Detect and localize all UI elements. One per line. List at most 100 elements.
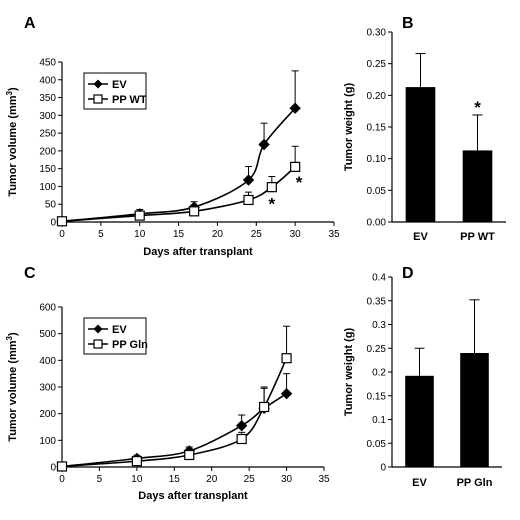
legend-label: EV: [112, 324, 127, 336]
y-tick-label: 0.1: [372, 415, 386, 426]
x-tick-label: 10: [131, 474, 143, 485]
y-tick-label: 250: [39, 129, 56, 140]
legend-marker-square: [93, 94, 103, 104]
panel-d: D 0 0.05 0.1 0.15 0.2 0.25 0.3 0.35 0.4 Tumor weig…: [343, 265, 502, 489]
y-tick-label: 50: [45, 200, 57, 211]
data-point-square: [281, 353, 292, 364]
x-tick-label: 15: [169, 474, 181, 485]
y-axis-label-end: ): [7, 87, 19, 91]
y-tick-label: 300: [39, 111, 56, 122]
y-tick-label: 0.30: [367, 28, 387, 39]
y-tick-label: 0.00: [367, 218, 387, 229]
significance-star: *: [269, 195, 276, 214]
y-tick-label: 0.10: [367, 154, 387, 165]
y-tick-label: 0.15: [367, 123, 387, 134]
y-tick-label: 0.25: [367, 59, 387, 70]
y-tick-label: 0.15: [367, 391, 387, 402]
y-tick-label: 0.05: [367, 439, 387, 450]
data-point-square: [266, 182, 277, 193]
y-axis-label: Tumor weight (g): [343, 327, 355, 416]
data-point-square: [134, 210, 145, 221]
category-label: PP WT: [460, 231, 495, 243]
y-tick-label: 450: [39, 58, 56, 69]
y-tick-label: 0.2: [372, 368, 386, 379]
y-axis-label-sup: 3: [5, 90, 14, 95]
data-point-square: [236, 433, 247, 445]
y-axis-label-text: Tumor volume (mm: [7, 95, 19, 196]
y-tick-label: 0: [50, 218, 56, 229]
series-line-pp-wt: [61, 166, 296, 223]
y-tick-label: 400: [39, 356, 56, 367]
panel-c: C 0 100 200 300 400 500 600 Tumor volume (mm3) 0 5…: [5, 265, 330, 502]
x-tick-label: 30: [290, 229, 302, 240]
legend-marker-diamond: [93, 79, 103, 89]
y-tick-label: 400: [39, 75, 56, 86]
panel-label: D: [402, 265, 414, 282]
y-axis-label: Tumor volume (mm3): [5, 87, 19, 197]
series-line-ev: [61, 107, 296, 223]
y-tick-label: 0.25: [367, 344, 387, 355]
bar-pp-gln: [460, 353, 489, 467]
category-label: PP Gln: [457, 477, 493, 489]
data-point-square: [189, 206, 200, 217]
data-point-square: [56, 216, 68, 227]
y-tick-label: 0: [50, 463, 56, 474]
x-tick-label: 20: [212, 229, 224, 240]
y-tick-label: 300: [39, 383, 56, 394]
data-point-diamond: [235, 419, 248, 432]
legend-label: PP WT: [112, 94, 147, 106]
x-tick-label: 5: [97, 474, 103, 485]
x-tick-label: 0: [59, 229, 65, 240]
y-tick-label: 0.4: [372, 273, 386, 284]
x-tick-label: 30: [281, 474, 293, 485]
y-axis-label-text: Tumor volume (mm: [7, 340, 19, 441]
y-axis-label-sup: 3: [5, 335, 14, 340]
x-axis-label: Days after transplant: [143, 246, 253, 258]
x-tick-label: 5: [98, 229, 104, 240]
legend-marker-square: [93, 339, 103, 349]
panel-label: A: [24, 15, 36, 32]
y-tick-label: 0: [380, 463, 386, 474]
x-tick-label: 35: [328, 229, 340, 240]
legend-label: EV: [112, 79, 127, 91]
series-line-ev: [61, 392, 288, 468]
x-tick-label: 25: [244, 474, 256, 485]
x-tick-label: 25: [251, 229, 263, 240]
legend-marker-diamond: [93, 324, 103, 334]
data-point-diamond: [242, 174, 255, 186]
series-line-pp-gln: [61, 357, 288, 468]
y-axis-label: Tumor weight (g): [343, 82, 355, 171]
data-point-square: [243, 194, 254, 206]
panel-label: B: [402, 15, 414, 32]
y-tick-label: 150: [39, 164, 56, 175]
bar-pp-wt: [462, 150, 493, 222]
data-point-square: [259, 401, 270, 413]
bar-ev: [405, 87, 436, 222]
data-point-square: [290, 161, 301, 172]
data-point-diamond: [280, 387, 293, 400]
data-point-square: [56, 461, 68, 472]
x-tick-label: 35: [318, 474, 330, 485]
y-tick-label: 0.05: [367, 186, 387, 197]
panel-b: B 0.00 0.05 0.10 0.15 0.20 0.25 0.30 Tumor weigh…: [343, 15, 506, 243]
panel-label: C: [24, 265, 36, 282]
x-axis-label: Days after transplant: [138, 490, 248, 502]
y-axis-label: Tumor volume (mm3): [5, 332, 19, 442]
data-point-square: [131, 456, 142, 467]
x-tick-label: 15: [173, 229, 185, 240]
data-point-diamond: [258, 138, 270, 151]
significance-star: *: [296, 173, 303, 192]
y-tick-label: 200: [39, 409, 56, 420]
y-tick-label: 100: [39, 436, 56, 447]
data-point-square: [184, 449, 195, 461]
y-tick-label: 500: [39, 329, 56, 340]
y-axis-label-end: ): [7, 332, 19, 336]
category-label: EV: [413, 231, 428, 243]
legend-label: PP Gln: [112, 339, 148, 351]
y-tick-label: 0.35: [367, 296, 387, 307]
y-tick-label: 350: [39, 93, 56, 104]
data-point-diamond: [289, 102, 301, 114]
x-tick-label: 20: [206, 474, 218, 485]
